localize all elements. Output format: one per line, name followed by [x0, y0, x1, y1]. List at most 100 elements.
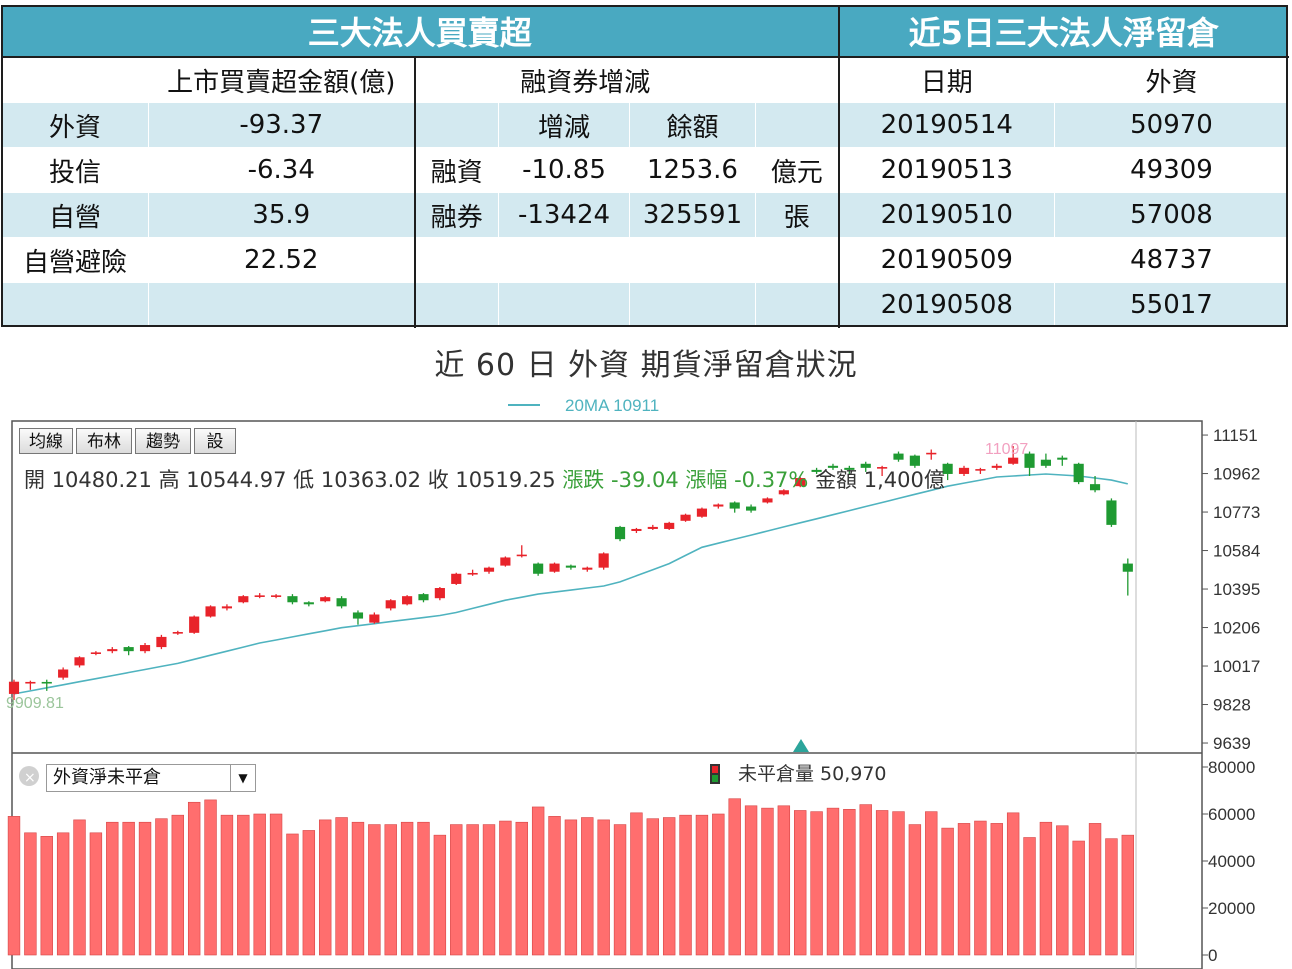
- candle-body: [303, 602, 314, 605]
- candle: [631, 527, 642, 534]
- candle: [680, 513, 691, 522]
- oi-bar: [728, 798, 741, 956]
- oi-bar: [155, 818, 168, 956]
- candle: [287, 594, 298, 605]
- candle: [746, 504, 757, 513]
- open-value: 10480.21: [51, 468, 152, 492]
- candle: [664, 521, 675, 530]
- oi-bar: [171, 814, 184, 956]
- bollinger-button[interactable]: 布林: [76, 428, 132, 454]
- candle-body: [1008, 457, 1019, 464]
- oi-bar: [990, 823, 1003, 956]
- candle-body: [254, 595, 265, 597]
- candle-body: [795, 478, 806, 487]
- oi-bar: [1056, 825, 1069, 956]
- y-tick-label: 10017: [1213, 657, 1260, 676]
- candle: [926, 449, 937, 460]
- oi-bar: [908, 824, 922, 956]
- candle-body: [549, 563, 560, 572]
- candle-body: [827, 465, 839, 468]
- candle-body: [467, 572, 478, 575]
- candle: [434, 587, 445, 601]
- candle-body: [893, 453, 904, 460]
- date-header: 日期: [838, 56, 1055, 103]
- candle: [1073, 462, 1084, 485]
- candle: [107, 647, 118, 654]
- candle-body: [1073, 463, 1084, 483]
- candle: [189, 615, 200, 634]
- oi-bar: [450, 824, 463, 956]
- candle-body: [1040, 459, 1051, 466]
- candle-body: [107, 649, 118, 652]
- candle-body: [139, 645, 151, 652]
- candle: [696, 507, 708, 518]
- indicator-select[interactable]: 外資淨未平倉 ▼: [46, 764, 256, 792]
- investor-amount: -93.37: [148, 102, 416, 148]
- candle: [90, 651, 101, 656]
- candle: [8, 679, 20, 701]
- candle: [451, 572, 462, 585]
- y-tick-label: 10395: [1213, 580, 1260, 599]
- candle-body: [762, 498, 773, 503]
- candle-body: [483, 567, 495, 572]
- close-icon-glyph: ×: [24, 770, 36, 786]
- candle: [500, 556, 511, 567]
- candle-body: [582, 567, 593, 570]
- oi-bar: [7, 816, 21, 956]
- candle-body: [320, 597, 331, 602]
- candle: [549, 562, 560, 573]
- candle-body: [418, 594, 429, 601]
- candle: [402, 595, 413, 606]
- close-label: 收: [427, 468, 449, 492]
- candle-body: [844, 467, 855, 470]
- oi-bar: [843, 808, 856, 956]
- margin-header: 融資券增減: [414, 56, 756, 103]
- position-date: 20190509: [838, 237, 1055, 283]
- marker-triangle-icon: [793, 739, 809, 752]
- candle: [909, 454, 920, 468]
- oi-bar: [1121, 834, 1135, 956]
- candle-body: [172, 632, 183, 634]
- candle-body: [713, 504, 724, 507]
- institutional-title: 三大法人買賣超: [1, 5, 840, 58]
- oi-bar: [548, 816, 561, 956]
- candle-body: [402, 596, 413, 605]
- candle: [139, 643, 151, 654]
- candle: [713, 503, 724, 509]
- candle: [352, 610, 364, 625]
- candle: [1122, 558, 1133, 596]
- candle: [74, 656, 85, 668]
- ma-legend: 20MA 10911: [565, 396, 659, 415]
- oi-bar: [613, 824, 627, 956]
- ma-button[interactable]: 均線: [19, 428, 73, 454]
- oi-bar: [1023, 837, 1036, 956]
- investor-amount: 35.9: [148, 192, 416, 238]
- candle-body: [696, 508, 708, 517]
- candle: [533, 562, 544, 576]
- candle: [303, 601, 314, 607]
- oi-bar: [597, 819, 610, 956]
- candle-body: [1057, 457, 1068, 460]
- oi-bar: [1105, 838, 1118, 956]
- close-value: 10519.25: [455, 468, 556, 492]
- oi-bar: [302, 830, 316, 956]
- oi-bar: [859, 804, 872, 956]
- candle: [598, 552, 609, 570]
- candle: [1008, 446, 1019, 465]
- oi-bar: [138, 821, 152, 956]
- oi-bar: [368, 824, 381, 956]
- oi-tick-label: 40000: [1208, 852, 1255, 871]
- oi-bar: [974, 820, 987, 956]
- candle: [860, 461, 871, 472]
- change-header: 增減: [498, 102, 630, 148]
- candle: [1057, 455, 1068, 466]
- position-date: 20190514: [838, 102, 1055, 148]
- candle: [1106, 498, 1117, 527]
- candle: [172, 630, 183, 635]
- candle-body: [1024, 453, 1035, 468]
- margin-type: 融券: [414, 192, 499, 238]
- settings-button[interactable]: 設: [194, 428, 236, 454]
- min-price-label: 9909.81: [6, 695, 64, 712]
- trend-button[interactable]: 趨勢: [135, 428, 191, 454]
- margin-type: 融資: [414, 147, 499, 193]
